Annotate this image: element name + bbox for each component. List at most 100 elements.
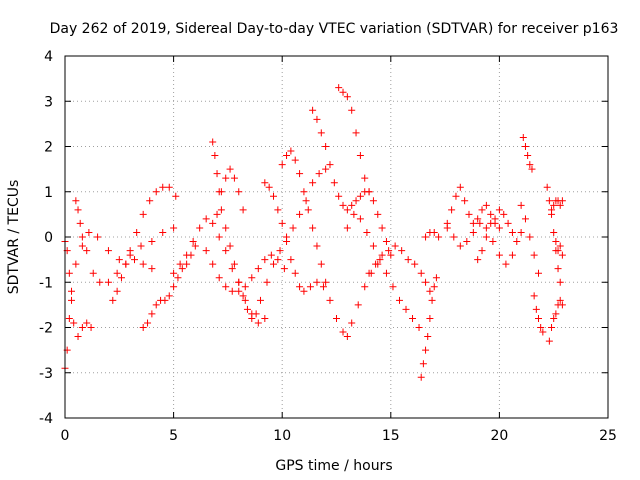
data-point	[521, 143, 529, 150]
data-point	[131, 256, 139, 264]
data-point	[348, 319, 356, 327]
data-point	[361, 174, 369, 182]
data-point	[215, 274, 223, 282]
data-point	[196, 224, 204, 232]
data-point	[558, 251, 566, 259]
data-point	[550, 201, 558, 209]
data-point	[213, 210, 221, 218]
data-point	[543, 183, 551, 191]
data-point	[430, 228, 438, 236]
data-point	[322, 165, 330, 173]
data-point	[256, 296, 264, 304]
data-point	[495, 206, 503, 214]
data-point	[404, 256, 412, 264]
data-point	[313, 115, 321, 123]
data-point	[83, 247, 91, 255]
data-point	[528, 165, 536, 173]
data-point	[411, 260, 419, 268]
x-tick-label: 5	[169, 428, 178, 444]
data-point	[339, 88, 347, 96]
data-point	[261, 256, 269, 264]
data-point	[176, 260, 184, 268]
y-tick-label: 2	[44, 140, 53, 156]
data-point	[391, 242, 399, 250]
data-point	[417, 269, 425, 277]
y-tick-label: -4	[39, 411, 53, 427]
data-point	[278, 161, 286, 169]
data-point	[222, 247, 230, 255]
data-point	[335, 192, 343, 200]
y-tick-label: -3	[39, 366, 53, 382]
data-point	[552, 238, 560, 246]
data-point	[243, 305, 251, 313]
data-point	[248, 274, 256, 282]
data-point	[230, 174, 238, 182]
data-point	[172, 192, 180, 200]
data-point	[534, 314, 542, 322]
data-point	[378, 224, 386, 232]
data-point	[419, 360, 427, 368]
data-point	[356, 192, 364, 200]
data-point	[382, 238, 390, 246]
data-point	[287, 147, 295, 155]
data-point	[291, 156, 299, 164]
data-point	[369, 242, 377, 250]
data-point	[202, 247, 210, 255]
data-point	[343, 224, 351, 232]
grid-lines	[65, 56, 608, 418]
data-point	[209, 260, 217, 268]
data-point	[139, 260, 147, 268]
data-point	[287, 256, 295, 264]
x-tick-label: 20	[490, 428, 508, 444]
data-point	[326, 296, 334, 304]
data-point	[137, 242, 145, 250]
data-point	[148, 265, 156, 273]
data-point	[191, 242, 199, 250]
data-point	[309, 179, 317, 187]
data-point	[417, 373, 425, 381]
data-point	[348, 106, 356, 114]
data-point	[254, 319, 262, 327]
data-point	[211, 152, 219, 160]
data-point	[228, 265, 236, 273]
data-point	[65, 314, 73, 322]
data-point	[261, 314, 269, 322]
data-point	[222, 283, 230, 291]
data-point	[385, 247, 393, 255]
data-point	[283, 152, 291, 160]
data-point	[330, 179, 338, 187]
data-point	[556, 278, 564, 286]
data-point	[78, 242, 86, 250]
data-point	[159, 183, 167, 191]
data-point	[526, 233, 534, 241]
data-point	[482, 201, 490, 209]
data-point	[263, 278, 271, 286]
data-point	[356, 215, 364, 223]
data-point	[382, 269, 390, 277]
data-point	[161, 296, 169, 304]
data-point	[461, 197, 469, 205]
data-point	[213, 170, 221, 178]
data-point	[487, 219, 495, 227]
data-point	[76, 219, 84, 227]
data-point	[78, 233, 86, 241]
data-point	[248, 314, 256, 322]
data-point	[83, 319, 91, 327]
data-point	[524, 152, 532, 160]
data-point	[387, 251, 395, 259]
data-point	[296, 210, 304, 218]
data-point	[369, 197, 377, 205]
data-point	[78, 324, 86, 331]
data-point	[148, 238, 156, 246]
data-point	[85, 228, 93, 236]
data-point	[422, 278, 430, 286]
data-point	[274, 206, 282, 214]
data-point	[70, 319, 78, 327]
data-point	[276, 247, 284, 255]
y-tick-label: 1	[44, 185, 53, 201]
data-point	[317, 260, 325, 268]
data-point	[315, 170, 323, 178]
data-point	[432, 274, 440, 282]
data-point	[270, 192, 278, 200]
data-point	[126, 247, 134, 255]
